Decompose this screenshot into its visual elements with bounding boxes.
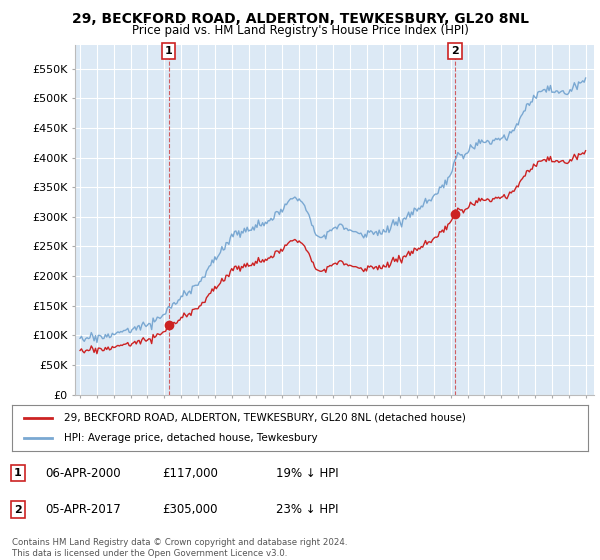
Text: Contains HM Land Registry data © Crown copyright and database right 2024.
This d: Contains HM Land Registry data © Crown c… xyxy=(12,538,347,558)
Text: 06-APR-2000: 06-APR-2000 xyxy=(45,466,121,480)
Text: 29, BECKFORD ROAD, ALDERTON, TEWKESBURY, GL20 8NL: 29, BECKFORD ROAD, ALDERTON, TEWKESBURY,… xyxy=(71,12,529,26)
Text: £305,000: £305,000 xyxy=(162,503,218,516)
Text: 1: 1 xyxy=(14,468,22,478)
Text: 2: 2 xyxy=(451,46,459,56)
Text: 1: 1 xyxy=(164,46,172,56)
Text: Price paid vs. HM Land Registry's House Price Index (HPI): Price paid vs. HM Land Registry's House … xyxy=(131,24,469,36)
Text: 05-APR-2017: 05-APR-2017 xyxy=(45,503,121,516)
Text: HPI: Average price, detached house, Tewkesbury: HPI: Average price, detached house, Tewk… xyxy=(64,433,317,443)
Text: 23% ↓ HPI: 23% ↓ HPI xyxy=(276,503,338,516)
Text: 29, BECKFORD ROAD, ALDERTON, TEWKESBURY, GL20 8NL (detached house): 29, BECKFORD ROAD, ALDERTON, TEWKESBURY,… xyxy=(64,413,466,423)
Text: 19% ↓ HPI: 19% ↓ HPI xyxy=(276,466,338,480)
Text: 2: 2 xyxy=(14,505,22,515)
Text: £117,000: £117,000 xyxy=(162,466,218,480)
